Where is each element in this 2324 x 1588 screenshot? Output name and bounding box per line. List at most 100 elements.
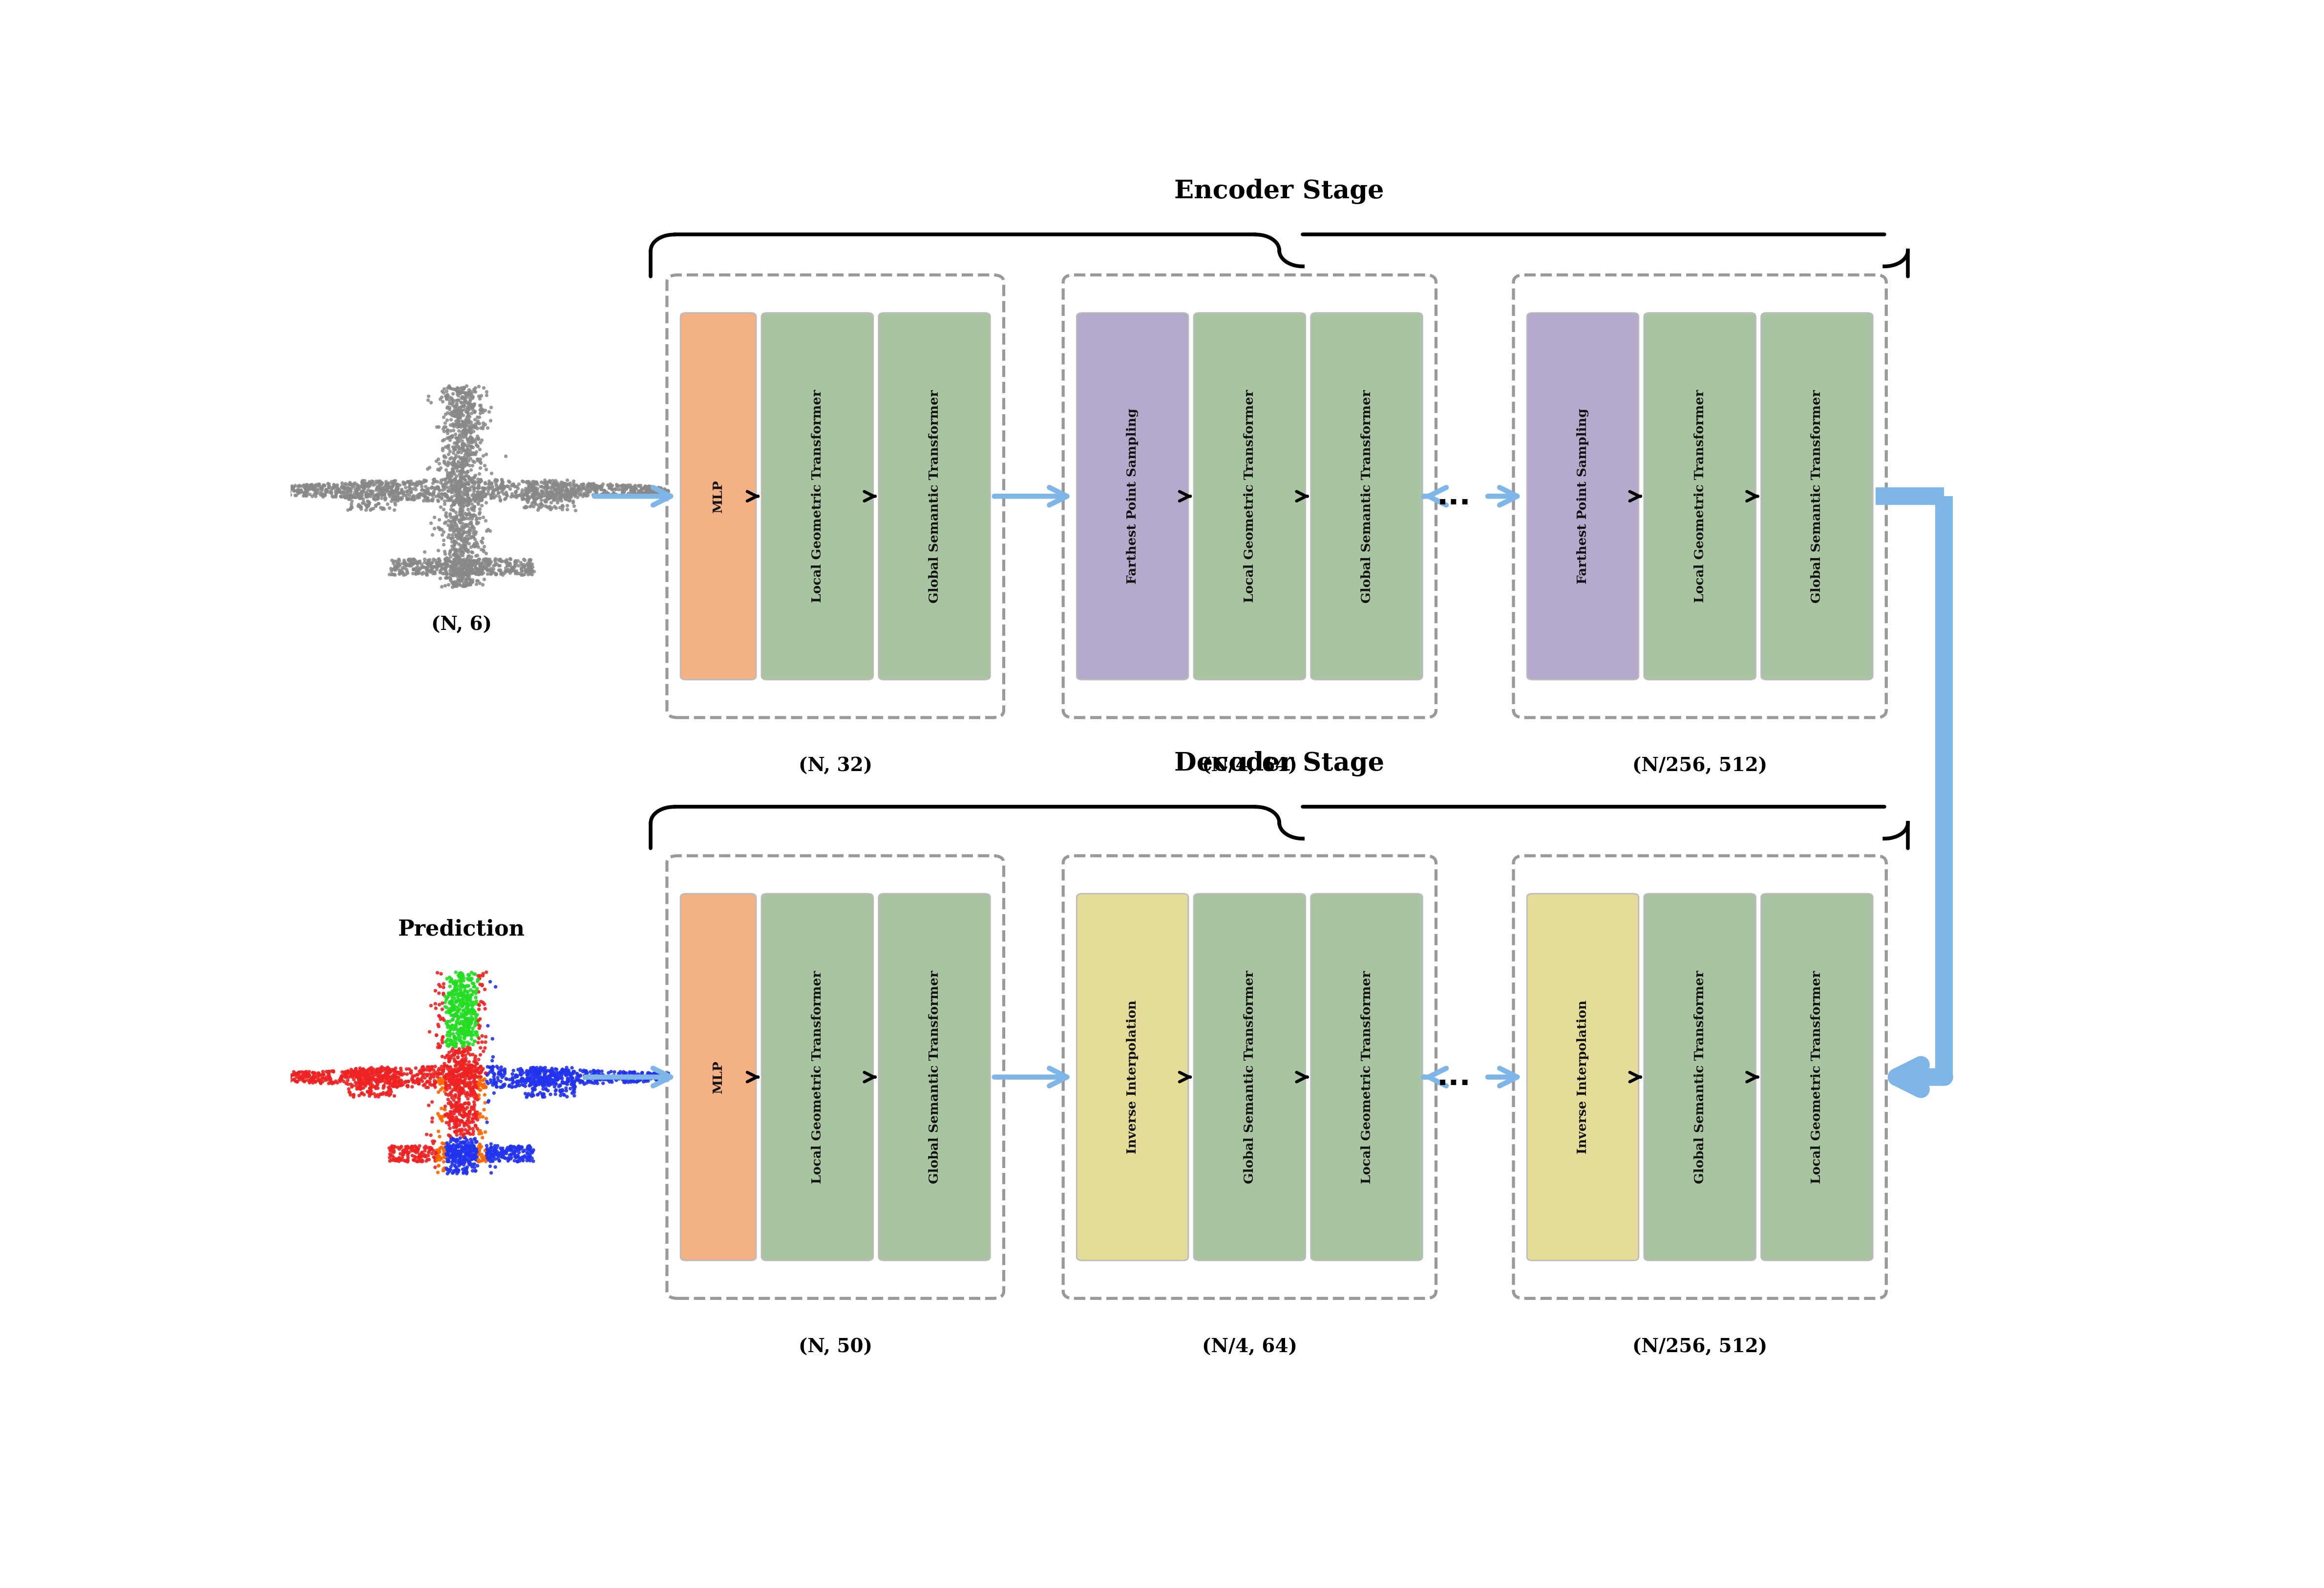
Point	[637, 475, 674, 500]
Point	[528, 1069, 565, 1094]
Point	[535, 484, 572, 510]
Point	[314, 475, 351, 500]
Point	[472, 1059, 509, 1085]
Point	[318, 472, 356, 497]
Point	[442, 1099, 479, 1124]
Point	[451, 1059, 488, 1085]
Point	[376, 1072, 414, 1097]
Point	[409, 554, 446, 580]
Point	[493, 1147, 530, 1172]
Point	[439, 989, 476, 1015]
Point	[251, 473, 288, 499]
Point	[430, 478, 467, 503]
Point	[449, 488, 486, 513]
Point	[397, 561, 435, 586]
Point	[430, 1132, 467, 1158]
Point	[525, 1081, 562, 1107]
Point	[495, 1140, 532, 1166]
Point	[446, 529, 483, 554]
Point	[437, 1143, 474, 1169]
Point	[407, 480, 444, 505]
Point	[500, 548, 537, 573]
Point	[258, 478, 295, 503]
Point	[555, 1073, 593, 1099]
Point	[337, 480, 374, 505]
Point	[349, 484, 386, 510]
Point	[456, 1078, 493, 1104]
Point	[444, 1043, 481, 1069]
Point	[430, 1062, 467, 1088]
Point	[458, 484, 495, 510]
Point	[421, 553, 458, 578]
Point	[460, 556, 497, 581]
Point	[637, 1062, 674, 1088]
Point	[449, 519, 486, 545]
Point	[270, 478, 307, 503]
Point	[330, 486, 367, 511]
Point	[386, 472, 423, 497]
Point	[525, 475, 562, 500]
Point	[435, 1032, 472, 1058]
Point	[358, 486, 395, 511]
Point	[395, 470, 432, 495]
Point	[376, 486, 414, 511]
Point	[428, 1132, 465, 1158]
Point	[432, 407, 469, 432]
Point	[483, 1054, 521, 1080]
Point	[451, 1132, 488, 1158]
Point	[444, 424, 481, 449]
Point	[451, 510, 488, 535]
Point	[523, 483, 560, 508]
Point	[339, 483, 376, 508]
Point	[439, 567, 476, 592]
Point	[451, 546, 488, 572]
Point	[430, 465, 467, 491]
Point	[374, 1147, 411, 1172]
Point	[444, 410, 481, 435]
Point	[462, 1029, 500, 1054]
Point	[418, 448, 456, 473]
Point	[425, 1158, 462, 1183]
Point	[469, 557, 507, 583]
Point	[460, 962, 497, 988]
Point	[435, 1147, 472, 1172]
Point	[553, 1066, 590, 1091]
Point	[528, 1066, 565, 1091]
Point	[432, 1091, 469, 1116]
Point	[321, 476, 358, 502]
Point	[551, 1069, 588, 1094]
Point	[244, 1064, 281, 1089]
Point	[388, 553, 425, 578]
Point	[265, 475, 302, 500]
Point	[488, 1066, 525, 1091]
Point	[537, 1070, 574, 1096]
Point	[346, 481, 383, 507]
Point	[446, 1073, 483, 1099]
Point	[597, 473, 634, 499]
Point	[363, 476, 400, 502]
Point	[346, 1062, 383, 1088]
Point	[242, 1066, 279, 1091]
Point	[260, 478, 297, 503]
Point	[430, 1062, 467, 1088]
Point	[400, 549, 437, 575]
Point	[425, 1007, 462, 1032]
Point	[407, 478, 444, 503]
Point	[307, 1059, 344, 1085]
Point	[639, 480, 676, 505]
Point	[595, 483, 632, 508]
Point	[449, 478, 486, 503]
Point	[344, 468, 381, 494]
Point	[449, 464, 486, 489]
Point	[446, 548, 483, 573]
Point	[383, 480, 421, 505]
Point	[444, 465, 481, 491]
Point	[442, 446, 479, 472]
Point	[435, 399, 472, 424]
Point	[444, 497, 481, 522]
Point	[516, 559, 553, 584]
Point	[479, 1143, 516, 1169]
Point	[372, 480, 409, 505]
Text: (N/256, 512): (N/256, 512)	[1631, 757, 1766, 775]
Point	[330, 476, 367, 502]
